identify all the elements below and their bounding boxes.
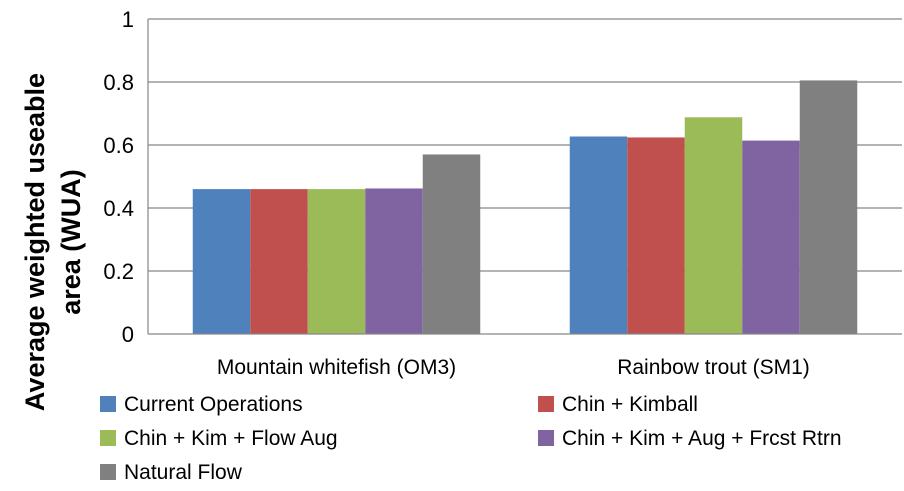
axes <box>147 19 902 335</box>
y-axis-label-line-2: area (WUA) <box>56 169 86 315</box>
bar-5-2 <box>799 80 858 334</box>
legend-label: Current Operations <box>124 393 303 416</box>
legend-label: Chin + Kimball <box>562 393 698 416</box>
legend-label: Chin + Kim + Flow Aug <box>124 427 338 450</box>
bars <box>192 80 858 334</box>
legend-swatch <box>100 464 116 480</box>
y-tick-label: 0.8 <box>103 70 134 95</box>
legend-swatch <box>538 430 554 446</box>
y-tick-label: 0.4 <box>103 196 134 221</box>
bar-1-1 <box>192 189 251 334</box>
bar-2-2 <box>627 137 685 334</box>
legend-swatch <box>100 396 116 412</box>
y-tick-label: 0 <box>122 322 134 347</box>
y-tick-labels: 0 0.2 0.4 0.6 0.8 1 <box>103 7 134 347</box>
y-tick-label: 1 <box>122 7 134 32</box>
bar-4-2 <box>742 140 800 334</box>
x-category-label: Mountain whitefish (OM3) <box>217 356 456 379</box>
bar-3-2 <box>684 117 743 334</box>
y-tick-label: 0.2 <box>103 259 134 284</box>
bar-1-2 <box>569 136 628 334</box>
y-tick-label: 0.6 <box>103 133 134 158</box>
x-category-label: Rainbow trout (SM1) <box>617 356 810 379</box>
legend-swatch <box>100 430 116 446</box>
x-category-labels: Mountain whitefish (OM3) Rainbow trout (S… <box>217 356 810 379</box>
y-axis-label: Average weighted useable area (WUA) <box>20 73 86 411</box>
y-axis-label-line-1: Average weighted useable <box>20 73 50 411</box>
legend-label: Natural Flow <box>124 461 243 484</box>
bar-4-1 <box>365 188 423 334</box>
legend-label: Chin + Kim + Aug + Frcst Rtrn <box>562 427 842 450</box>
bar-3-1 <box>307 189 366 334</box>
legend: Current Operations Chin + Kimball Chin + K… <box>100 393 842 484</box>
bar-2-1 <box>250 189 308 334</box>
legend-swatch <box>538 396 554 412</box>
bar-5-1 <box>422 154 481 334</box>
